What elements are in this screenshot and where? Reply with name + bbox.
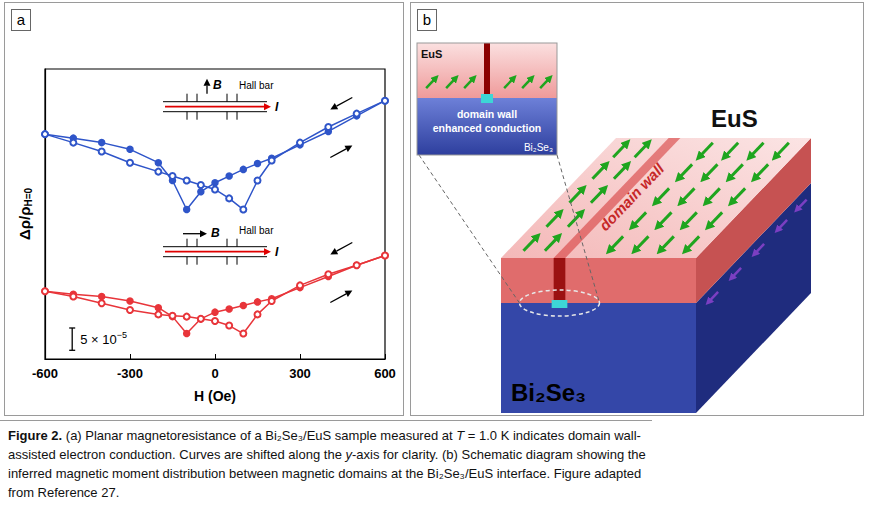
svg-text:B: B — [211, 226, 220, 240]
svg-text:I: I — [275, 245, 279, 259]
svg-text:H (Oe): H (Oe) — [194, 388, 236, 404]
svg-text:EuS: EuS — [421, 48, 442, 60]
html-text:b: b — [422, 11, 432, 28]
svg-text:5 × 10: 5 × 10 — [80, 332, 117, 347]
svg-text:600: 600 — [374, 366, 396, 381]
svg-text:enhanced conduction: enhanced conduction — [433, 122, 542, 134]
svg-text:domain wall: domain wall — [457, 108, 517, 120]
svg-text:-600: -600 — [32, 366, 58, 381]
svg-text:−5: −5 — [117, 330, 127, 340]
html-text:a: a — [16, 11, 26, 28]
svg-text:EuS: EuS — [711, 105, 758, 132]
svg-text:I: I — [275, 100, 279, 114]
svg-text:B: B — [213, 78, 222, 92]
svg-text:Hall bar: Hall bar — [239, 80, 274, 91]
svg-text:-300: -300 — [117, 366, 143, 381]
svg-text:H=0: H=0 — [23, 187, 34, 206]
svg-text:0: 0 — [211, 366, 218, 381]
svg-text:Bi₂Se₃: Bi₂Se₃ — [511, 379, 586, 406]
svg-text:Δρ/ρ: Δρ/ρ — [16, 207, 33, 241]
svg-text:domain wall: domain wall — [596, 159, 668, 233]
html-text:Figure 2. (a) Planar magnetore: Figure 2. (a) Planar magnetoresistance o… — [8, 428, 646, 500]
svg-text:300: 300 — [289, 366, 311, 381]
svg-text:Bi₂Se₃: Bi₂Se₃ — [524, 142, 553, 153]
svg-text:Hall bar: Hall bar — [239, 225, 274, 236]
